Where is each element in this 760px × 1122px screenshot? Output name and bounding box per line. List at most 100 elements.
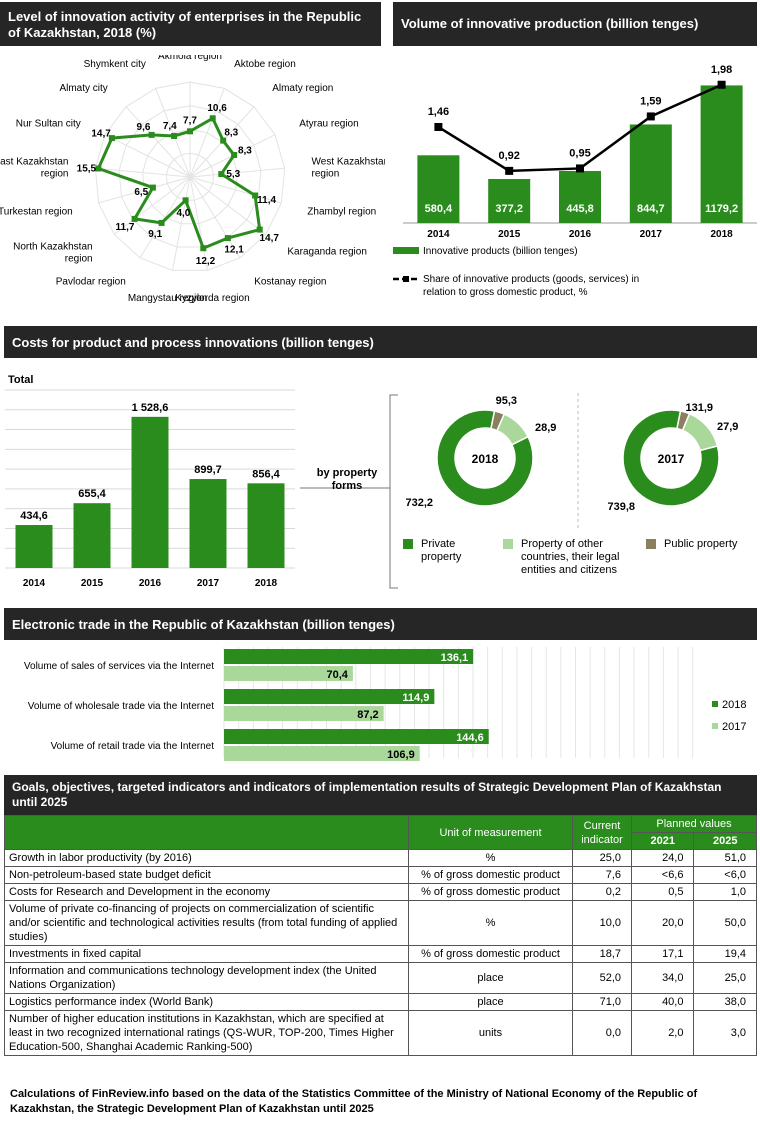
costs-year-label: 2018 [255,578,278,589]
radar-point [158,219,165,226]
costs-bar [189,479,227,568]
pie-center-label: 2018 [472,452,499,466]
radar-category-label: Nur Sultan city [16,119,81,130]
pie-value-label: 28,9 [535,422,556,434]
row-2021: 20,0 [630,900,695,946]
radar-point [131,215,138,222]
row-2025: 3,0 [693,1010,757,1056]
radar-value-label: 15,5 [77,163,97,174]
row-unit: place [408,962,573,994]
radar-value-label: 8,3 [238,146,252,157]
radar-point [149,184,156,191]
innovation-radar-chart: 7,7 10,6 8,38,3 5,3 11,4 14,7 12,1 12,2 4,0 9,1 11… [0,55,386,304]
table-row: Non-petroleum-based state budget deficit… [4,866,757,884]
row-name: Logistics performance index (World Bank) [4,993,409,1011]
row-name: Growth in labor productivity (by 2016) [4,849,409,867]
costs-bar-label: 655,4 [78,488,106,500]
prod-bar [559,170,601,223]
innovation-activity-header: Level of innovation activity of enterpri… [0,2,381,46]
share-point [576,164,584,173]
radar-point [200,245,207,252]
radar-value-label: 14,7 [259,233,279,244]
row-name: Information and communications technolog… [4,962,409,994]
row-current: 0,2 [572,883,632,901]
radar-spoke [189,176,241,259]
radar-category-label: Pavlodar region [56,277,126,288]
row-2025: 1,0 [693,883,757,901]
radar-spoke [104,134,191,178]
radar-point [171,133,178,139]
radar-grid-ring [94,81,286,271]
radar-value-label: 8,3 [224,128,238,139]
prod-bar [629,124,672,223]
pie-value-label: 732,2 [405,497,433,509]
etrade-label-2018: 144,6 [456,732,484,744]
property-connector [300,394,398,589]
radar-spoke [95,167,191,178]
share-point [505,166,514,175]
radar-spoke [189,176,282,204]
radar-value-label: 12,2 [196,256,216,267]
table-row: Logistics performance index (World Bank)… [4,993,757,1011]
source-footnote: Calculations of FinReview.info based on … [10,1088,698,1115]
row-name: Volume of private co-financing of projec… [4,900,409,946]
radar-point [182,197,189,204]
costs-total-label: Total [8,374,34,386]
row-current: 25,0 [572,849,632,867]
radar-point [209,115,216,122]
share-point [646,112,655,121]
costs-bar [73,503,111,568]
costs-year-label: 2015 [81,578,104,589]
prod-year-label: 2018 [710,229,733,240]
radar-category-label: Kostanay region [254,277,326,288]
etrade-chart: 136,1 70,4 Volume of sales of services via… [24,647,746,761]
header-2021: 2021 [630,832,695,850]
radar-category-label: North Kazakhstan region [13,242,93,265]
pie-slice [676,410,691,432]
costs-bar [247,483,285,568]
row-unit: place [408,993,573,1011]
prod-bar-label: 445,8 [566,203,594,215]
radar-category-label: Aktobe region [234,59,296,70]
radar-value-label: 9,1 [148,229,162,240]
radar-grid-ring [165,152,215,201]
etrade-label-2017: 87,2 [357,709,378,721]
row-current: 18,7 [572,945,632,963]
etrade-category-label: Volume of sales of services via the Inte… [24,661,214,672]
radar-value-label: 7,4 [163,121,177,132]
radar-point [218,171,225,178]
costs-total-chart: 434,6 2014 655,4 2015 1 528,6 2016 899,7 2017 85… [5,389,295,589]
pie-slice [622,409,720,507]
row-current: 10,0 [572,900,632,946]
radar-category-label: West Kazakhstan region [312,157,386,180]
legend-private-swatch [403,539,413,549]
radar-point [231,152,238,158]
goals-header: Goals, objectives, targeted indicators a… [4,775,757,815]
share-label: 1,98 [711,64,732,76]
legend-public-swatch [646,539,656,549]
row-current: 52,0 [572,962,632,994]
radar-value-label: 4,0 [176,208,190,219]
row-2021: <6,6 [630,866,695,884]
legend-public-label: Public property [664,538,738,550]
radar-point [108,135,115,142]
costs-bar-label: 899,7 [194,464,222,476]
radar-spoke [155,88,191,178]
prod-bar-label: 1179,2 [705,203,738,215]
legend-2017-swatch [712,723,718,729]
etrade-bar-2017 [224,746,420,761]
row-2025: 19,4 [693,945,757,963]
costs-bar [15,525,53,568]
radar-category-label: Almaty region [272,83,333,94]
table-row: Information and communications technolog… [4,962,757,994]
share-point [434,123,443,131]
radar-value-label: 11,7 [116,222,135,233]
pie-value-label: 131,9 [685,402,713,414]
pie-value-label: 27,9 [717,421,738,433]
radar-point [95,165,102,172]
prod-year-label: 2017 [640,229,663,240]
etrade-bar-2017 [224,666,353,681]
legend-2018-swatch [712,701,718,707]
row-unit: % of gross domestic product [408,883,573,901]
row-name: Investments in fixed capital [4,945,409,963]
